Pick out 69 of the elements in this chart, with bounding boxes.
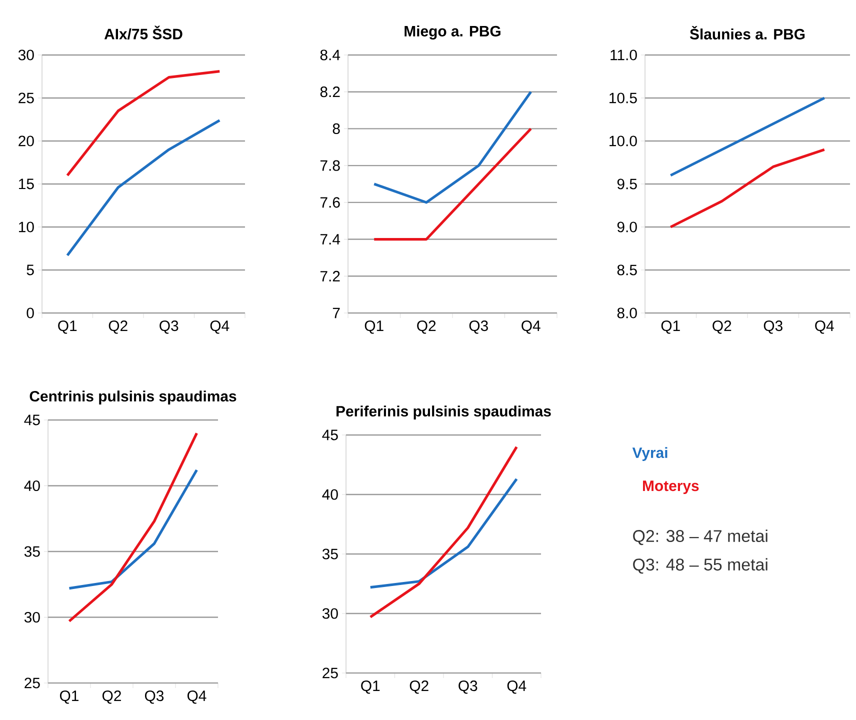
x-tick-label: Q1 xyxy=(361,680,380,694)
y-tick-label: 35 xyxy=(322,548,338,560)
y-tick-label: 45 xyxy=(322,430,338,440)
y-tick-label: 10 xyxy=(19,222,34,232)
x-tick-label: Q2 xyxy=(712,320,732,334)
y-tick-label: 5 xyxy=(26,264,34,276)
line-series xyxy=(669,148,826,228)
line-series xyxy=(68,468,198,590)
x-tick-label: Q4 xyxy=(507,680,526,694)
y-tick-label: 10.0 xyxy=(610,136,637,146)
x-tick-label: Q3 xyxy=(160,320,178,334)
y-tick-label: 15 xyxy=(19,178,34,190)
x-tick-label: Q1 xyxy=(58,320,77,334)
y-tick-label: 7.4 xyxy=(320,234,340,244)
y-tick-label: 0 xyxy=(26,308,34,318)
y-tick-label: 8.5 xyxy=(617,264,637,276)
y-tick-label: 30 xyxy=(18,50,34,60)
x-tick-label: Q2 xyxy=(410,680,428,694)
line-series xyxy=(372,90,532,204)
y-tick-label: 9.0 xyxy=(617,222,637,232)
line-series xyxy=(369,478,518,589)
x-tick-label: Q3 xyxy=(458,680,478,694)
y-tick-label: 8.2 xyxy=(320,86,340,98)
text: Q3: 48 – 55 metai xyxy=(633,558,768,574)
y-tick-label: 30 xyxy=(24,612,40,623)
y-tick-label: 10.5 xyxy=(610,92,637,104)
x-tick-label: Q1 xyxy=(60,690,78,704)
text: Moterys xyxy=(643,480,699,494)
text: Vyrai xyxy=(632,447,668,461)
chart-title: Šlaunies a. PBG xyxy=(690,26,805,40)
line-series xyxy=(66,70,221,177)
chart-title: Periferinis pulsinis spaudimas xyxy=(336,406,551,420)
y-tick-label: 25 xyxy=(24,678,40,688)
y-tick-label: 11.0 xyxy=(610,50,637,60)
x-tick-label: Q1 xyxy=(364,320,384,334)
y-tick-label: 30 xyxy=(322,608,338,619)
y-tick-label: 40 xyxy=(322,489,338,500)
line-series xyxy=(66,119,221,257)
x-tick-label: Q2 xyxy=(108,320,128,334)
text: Q2: 38 – 47 metai xyxy=(633,530,768,546)
line-series xyxy=(369,446,518,618)
y-tick-label: 25 xyxy=(322,668,338,678)
y-tick-label: 25 xyxy=(18,92,34,104)
y-tick-label: 40 xyxy=(24,480,40,492)
x-tick-label: Q3 xyxy=(144,690,164,704)
line-series xyxy=(68,432,198,622)
y-tick-label: 7 xyxy=(332,308,340,318)
y-tick-label: 7.8 xyxy=(320,160,340,171)
y-tick-label: 20 xyxy=(18,136,34,146)
x-tick-label: Q2 xyxy=(417,320,436,334)
x-tick-label: Q4 xyxy=(522,320,540,334)
y-tick-label: 7.2 xyxy=(320,270,340,282)
y-tick-label: 7.6 xyxy=(320,197,340,208)
y-tick-label: 8 xyxy=(332,123,340,134)
x-tick-label: Q2 xyxy=(102,690,121,704)
y-tick-label: 9.5 xyxy=(617,178,637,190)
y-tick-label: 35 xyxy=(24,546,40,557)
y-tick-label: 8.0 xyxy=(617,308,637,318)
x-tick-label: Q4 xyxy=(187,690,206,704)
x-tick-label: Q4 xyxy=(815,320,834,334)
x-tick-label: Q4 xyxy=(210,320,230,334)
y-tick-label: 8.4 xyxy=(320,50,340,60)
x-tick-label: Q3 xyxy=(764,320,782,334)
x-tick-label: Q1 xyxy=(661,320,680,334)
x-tick-label: Q3 xyxy=(469,320,488,334)
chart-title: Miego a. PBG xyxy=(404,26,500,40)
y-tick-label: 45 xyxy=(24,414,40,426)
chart-title: Centrinis pulsinis spaudimas xyxy=(30,390,236,404)
chart-title: AIx/75 ŠSD xyxy=(104,26,182,40)
